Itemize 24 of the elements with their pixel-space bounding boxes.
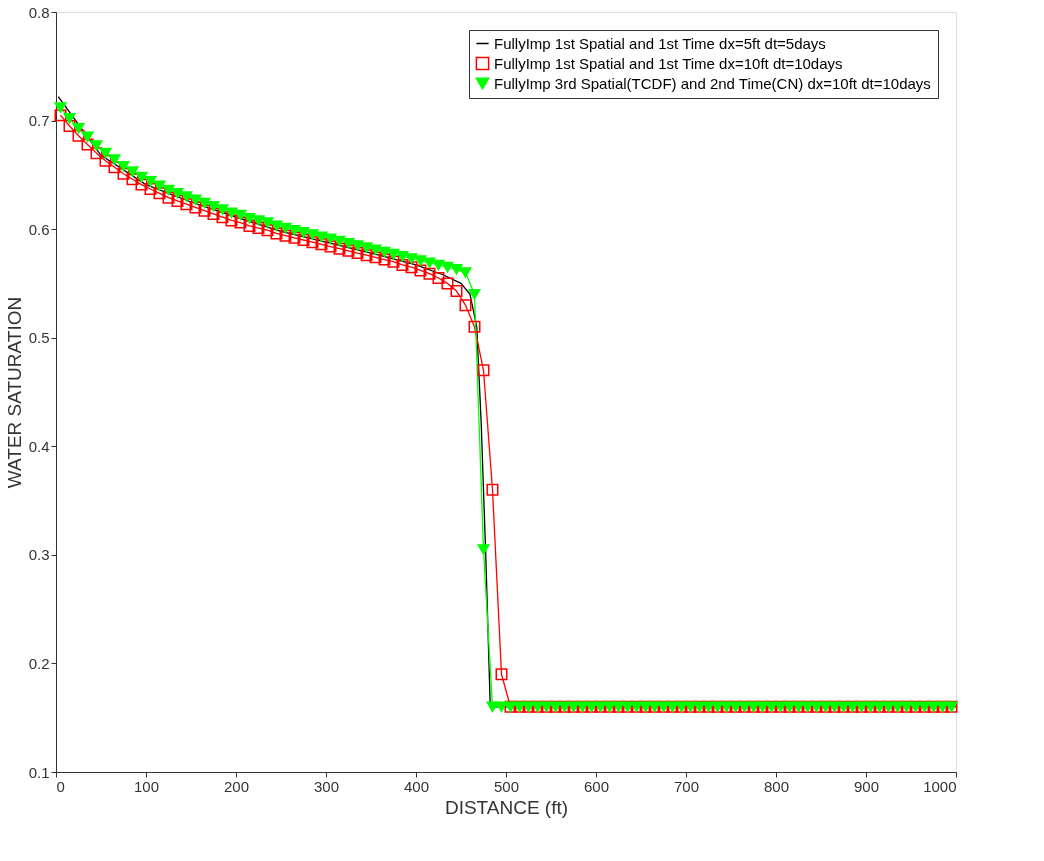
legend-label: FullyImp 3rd Spatial(TCDF) and 2nd Time(CN) dx=10ft dt=10days [494,74,931,92]
legend-label: FullyImp 1st Spatial and 1st Time dx=5ft dt=5days [494,34,826,52]
y-axis-title: WATER SATURATION [3,296,25,489]
y-tick-label: 0.5 [28,329,50,347]
x-axis-title: DISTANCE (ft) [444,796,569,818]
y-tick-label: 0.3 [28,546,50,564]
x-tick-label: 600 [583,777,610,795]
y-tick-label: 0.4 [28,437,50,455]
y-tick-label: 0.8 [28,3,50,21]
x-tick-label: 900 [853,777,880,795]
x-tick-label: 500 [493,777,520,795]
x-tick-label: 700 [673,777,700,795]
y-tick-label: 0.7 [28,112,50,130]
x-tick-label: 0 [56,777,65,795]
x-tick-label: 1000 [923,777,957,795]
y-tick-label: 0.6 [28,220,50,238]
x-tick-label: 100 [133,777,160,795]
legend-label: FullyImp 1st Spatial and 1st Time dx=10ft dt=10days [494,54,843,72]
x-tick-label: 400 [403,777,430,795]
y-tick-label: 0.1 [28,763,50,781]
x-tick-label: 200 [223,777,250,795]
x-tick-label: 800 [763,777,790,795]
x-tick-label: 300 [313,777,340,795]
y-tick-label: 0.2 [28,654,50,672]
